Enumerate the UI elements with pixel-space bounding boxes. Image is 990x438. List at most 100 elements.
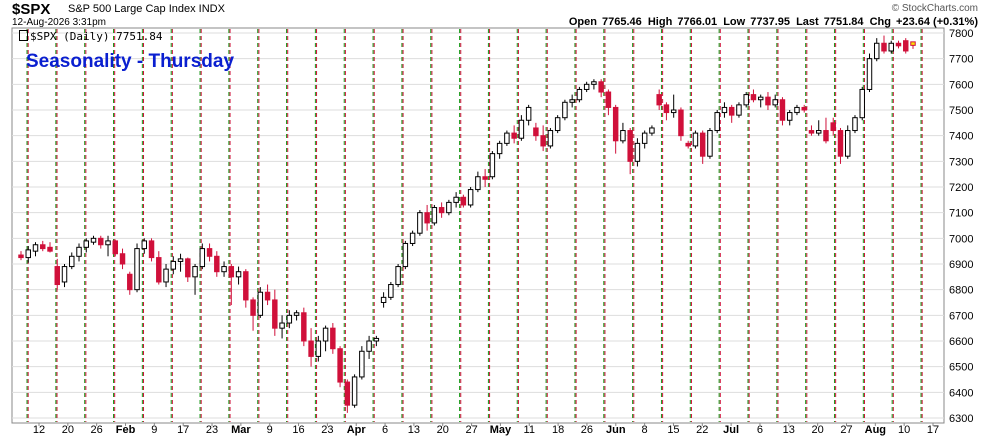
y-tick-label: 6800 xyxy=(949,285,973,297)
x-tick-label: 22 xyxy=(696,424,708,436)
timestamp: 12-Aug-2026 3:31pm xyxy=(12,17,106,28)
x-tick-label: 18 xyxy=(552,424,564,436)
candle-body xyxy=(591,81,597,85)
y-tick-label: 7200 xyxy=(949,182,973,194)
watermark: © StockCharts.com xyxy=(891,3,978,14)
candle-body xyxy=(721,106,728,114)
candle-body xyxy=(170,260,177,270)
candle-body xyxy=(910,41,916,46)
candle-body xyxy=(199,248,206,268)
candle-body xyxy=(460,196,467,206)
candle-body xyxy=(90,237,97,243)
candle-body xyxy=(424,212,430,224)
candle-body xyxy=(554,117,561,132)
candle-body xyxy=(337,348,343,383)
x-tick-label: 9 xyxy=(151,424,157,436)
candle-body xyxy=(344,381,351,406)
open-label: Open xyxy=(568,16,597,28)
x-tick-label: Apr xyxy=(347,424,367,436)
candle-body xyxy=(475,176,481,191)
candle-body xyxy=(866,58,873,90)
x-tick-label: 10 xyxy=(898,424,910,436)
chg-label: Chg xyxy=(869,16,891,28)
candle-body xyxy=(772,99,778,106)
low-label: Low xyxy=(723,16,746,28)
candle-body xyxy=(214,255,220,273)
candle-body xyxy=(141,240,148,250)
x-tick-label: 27 xyxy=(465,424,477,436)
last-value: 7751.84 xyxy=(823,16,864,28)
candle-body xyxy=(837,130,844,157)
x-tick-label: 27 xyxy=(840,424,852,436)
low-value: 7737.95 xyxy=(750,16,791,28)
candle-body xyxy=(40,244,46,250)
high-value: 7766.01 xyxy=(677,16,718,28)
x-tick-label: Jun xyxy=(606,424,626,436)
candle-body xyxy=(453,196,459,203)
candle-body xyxy=(417,212,423,234)
high-label: High xyxy=(647,16,673,28)
candle-body xyxy=(409,232,416,244)
x-tick-label: 20 xyxy=(437,424,449,436)
last-label: Last xyxy=(796,16,819,28)
x-tick-label: 20 xyxy=(62,424,74,436)
candle-body xyxy=(874,42,880,60)
x-tick-label: 8 xyxy=(642,424,648,436)
candle-body xyxy=(359,350,365,378)
candle-body xyxy=(177,258,184,262)
candle-body xyxy=(250,299,256,316)
candle-body xyxy=(388,284,394,298)
x-tick-label: Feb xyxy=(116,424,136,436)
candle-body xyxy=(134,248,140,291)
x-tick-label: 23 xyxy=(206,424,218,436)
candle-body xyxy=(692,132,699,147)
candle-body xyxy=(235,271,242,278)
candle-body xyxy=(699,132,706,157)
candle-body xyxy=(301,312,307,342)
x-tick-label: 9 xyxy=(267,424,273,436)
candle-body xyxy=(221,266,227,273)
plot-label: $SPX (Daily) 7751.84 xyxy=(19,30,162,43)
candle-body xyxy=(119,253,126,265)
candle-body xyxy=(533,127,539,137)
candle-body xyxy=(446,201,452,214)
open-value: 7765.46 xyxy=(602,16,642,28)
x-tick-label: 13 xyxy=(408,424,420,436)
candle-body xyxy=(620,130,626,142)
candle-body xyxy=(438,207,445,214)
candle-body xyxy=(598,81,604,93)
candle-body xyxy=(765,96,771,106)
x-tick-label: 15 xyxy=(667,424,679,436)
candle-body xyxy=(525,106,532,121)
y-tick-label: 7500 xyxy=(949,105,973,117)
x-tick-label: Mar xyxy=(231,424,251,436)
candle-body xyxy=(859,88,865,119)
chg-value: +23.64 (+0.31%) xyxy=(896,16,978,28)
y-tick-label: 7400 xyxy=(949,131,973,143)
x-tick-label: 6 xyxy=(757,424,763,436)
symbol-description: S&P 500 Large Cap Index INDX xyxy=(68,3,225,15)
candle-body xyxy=(583,83,590,90)
x-tick-label: 16 xyxy=(292,424,304,436)
candle-body xyxy=(192,266,198,278)
candle-body xyxy=(351,376,358,406)
candle-body xyxy=(511,132,517,139)
candle-body xyxy=(815,130,822,134)
candle-body xyxy=(322,327,329,342)
plot-label-text: $SPX (Daily) 7751.84 xyxy=(30,30,163,43)
candle-body xyxy=(830,122,836,132)
candle-body xyxy=(903,40,909,52)
candle-body xyxy=(627,130,633,162)
candle-body xyxy=(279,322,285,329)
candle-body xyxy=(808,130,815,134)
candle-body xyxy=(504,132,510,144)
candle-body xyxy=(562,101,568,119)
candles xyxy=(18,35,916,413)
candle-body xyxy=(402,242,409,268)
plot-frame xyxy=(11,27,945,424)
candle-body xyxy=(264,291,271,301)
candle-body xyxy=(656,94,662,106)
candle-body xyxy=(852,117,858,132)
candle-body xyxy=(801,106,807,111)
x-tick-label: Aug xyxy=(865,424,886,436)
